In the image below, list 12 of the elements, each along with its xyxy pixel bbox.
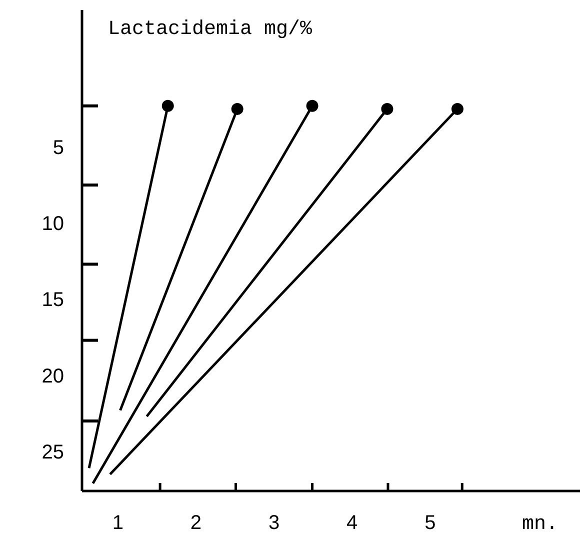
y-tick-label: 20 bbox=[42, 365, 64, 388]
y-tick-label: 25 bbox=[42, 441, 64, 464]
x-tick-label: 3 bbox=[268, 512, 280, 534]
x-tick-label: 1 bbox=[112, 512, 124, 534]
x-tick-label: 4 bbox=[346, 512, 358, 534]
chart-title: Lactacidemia mg/% bbox=[108, 18, 312, 41]
x-axis-title: mn. bbox=[522, 513, 558, 536]
x-tick-label: 2 bbox=[190, 512, 202, 534]
y-tick-label: 15 bbox=[42, 289, 64, 312]
x-tick-label: 5 bbox=[424, 512, 436, 534]
y-tick-label: 10 bbox=[42, 213, 64, 236]
y-tick-label: 5 bbox=[52, 136, 64, 159]
